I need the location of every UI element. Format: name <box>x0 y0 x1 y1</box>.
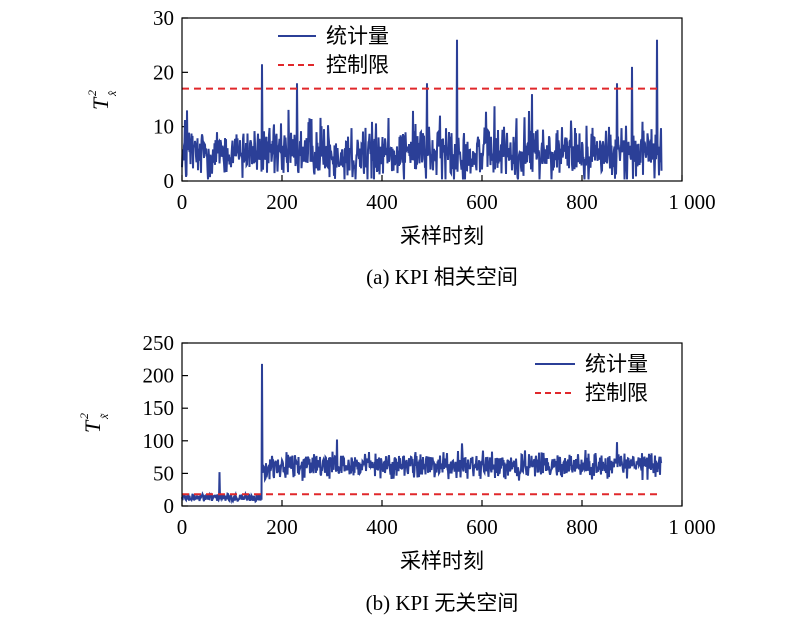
panel-b-xtick-label: 400 <box>366 515 398 539</box>
panel-b-xtick-label: 200 <box>266 515 298 539</box>
panel-b-ticks: 0 200 400 600 800 1 000 0 50 100 150 200 250 <box>143 331 716 539</box>
panel-b-legend: 统计量 控制限 <box>535 352 648 405</box>
panel-a-xtick-label: 800 <box>566 190 598 214</box>
panel-a-ylabel-main: T <box>88 96 113 110</box>
panel-b-xlabel: 采样时刻 <box>400 549 484 573</box>
panel-a-xtick-label: 400 <box>366 190 398 214</box>
panel-b-xtick-label: 1 000 <box>668 515 715 539</box>
panel-b-statistic-line <box>181 363 663 505</box>
panel-b-xtick-label: 0 <box>177 515 188 539</box>
panel-b: 0 200 400 600 800 1 000 0 50 100 150 200 250 T 2 x̃… <box>77 331 716 615</box>
panel-a-ylabel: T 2 x̂ <box>85 90 119 110</box>
panel-a-xtick-label: 1 000 <box>668 190 715 214</box>
panel-b-ylabel-sub: x̃ <box>97 413 111 420</box>
panel-b-ylabel: T 2 x̃ <box>77 413 111 433</box>
panel-b-ylabel-sup: 2 <box>77 413 91 419</box>
panel-a-ytick-label: 0 <box>164 169 175 193</box>
panel-a-ylabel-sub: x̂ <box>105 90 119 97</box>
panel-a-ytick-label: 20 <box>153 60 174 84</box>
panel-b-xtick-label: 600 <box>466 515 498 539</box>
panel-b-xtick-label: 800 <box>566 515 598 539</box>
panel-b-ytick-label: 0 <box>164 494 175 518</box>
panel-b-caption: (b) KPI 无关空间 <box>366 591 519 615</box>
panel-b-plot-frame <box>181 342 683 507</box>
panel-a-ytick-label: 10 <box>153 115 174 139</box>
panel-b-ytick-label: 250 <box>143 331 175 355</box>
panel-a-xlabel: 采样时刻 <box>400 224 484 248</box>
panel-b-ytick-label: 50 <box>153 461 174 485</box>
panel-a-caption: (a) KPI 相关空间 <box>366 265 518 289</box>
panel-b-legend-statistic-label: 统计量 <box>585 352 648 376</box>
panel-a-legend-limit-label: 控制限 <box>326 53 389 77</box>
panel-a-plot-frame <box>181 17 683 182</box>
panel-a-ticks: 0 200 400 600 800 1 000 0 10 20 30 <box>153 6 716 214</box>
panel-b-ytick-label: 150 <box>143 396 175 420</box>
panel-b-ylabel-main: T <box>80 419 105 433</box>
panel-b-ytick-label: 100 <box>143 429 175 453</box>
panel-a-xtick-label: 0 <box>177 190 188 214</box>
panel-a: 0 200 400 600 800 1 000 0 10 20 30 T 2 x̂ 统计量 控制限… <box>85 6 716 289</box>
panel-b-ytick-label: 200 <box>143 364 175 388</box>
panel-a-ytick-label: 30 <box>153 6 174 30</box>
panel-a-statistic-line <box>181 39 663 180</box>
panel-a-legend: 统计量 控制限 <box>278 24 389 77</box>
panel-a-ylabel-sup: 2 <box>85 90 99 96</box>
panel-a-legend-statistic-label: 统计量 <box>326 24 389 48</box>
panel-b-legend-limit-label: 控制限 <box>585 381 648 405</box>
panel-a-xtick-label: 600 <box>466 190 498 214</box>
panel-a-xtick-label: 200 <box>266 190 298 214</box>
